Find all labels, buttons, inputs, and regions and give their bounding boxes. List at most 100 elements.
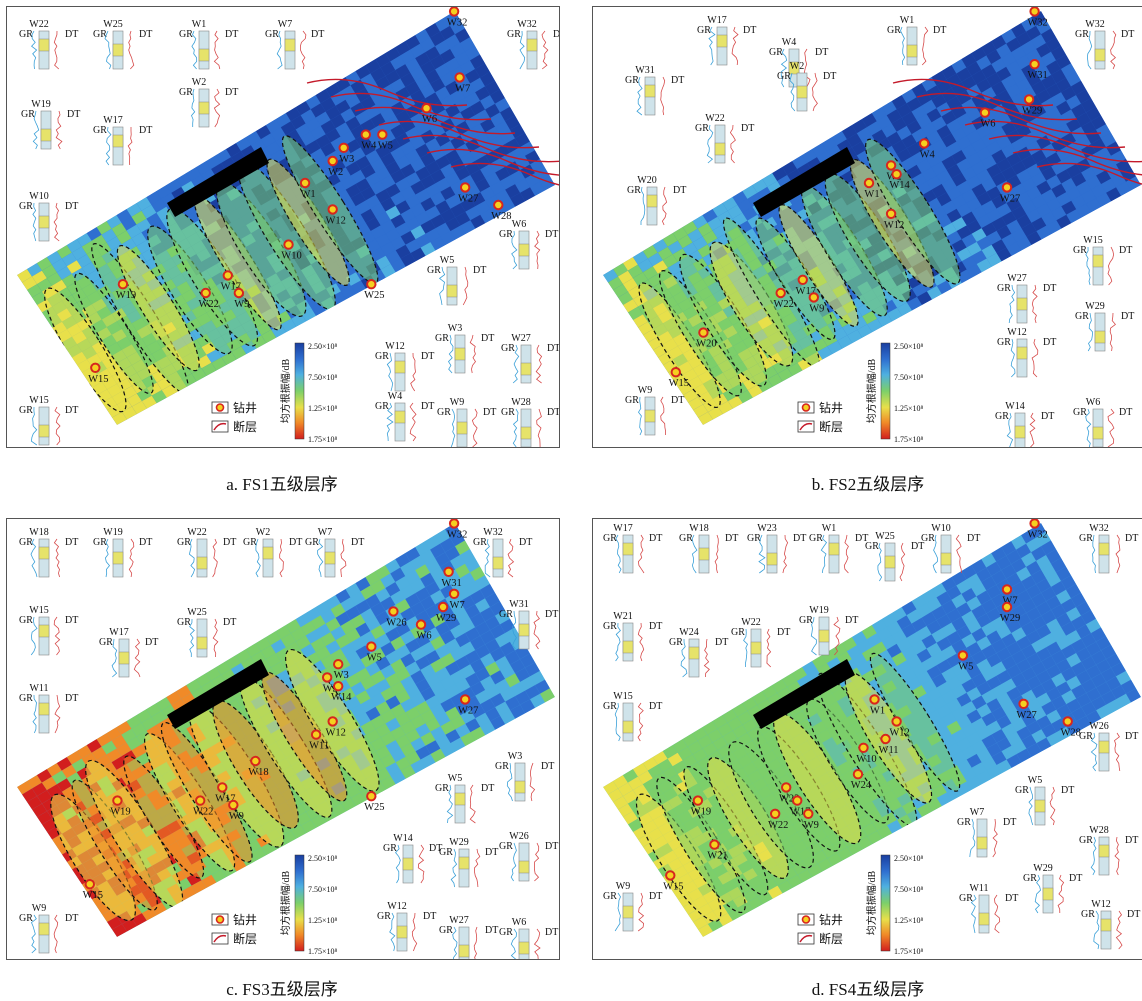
well-marker: W17 [796,274,816,297]
well-marker: W6 [979,107,996,130]
dt-curve [473,848,481,888]
dt-curve [462,266,469,306]
log-well-label: W18 [689,523,708,534]
log-well-label: W31 [635,65,654,76]
gr-curve [104,538,111,578]
well-icon [1029,7,1040,17]
well-label: W32 [447,529,467,540]
well-icon [891,716,902,727]
well-marker: W7 [454,72,470,94]
well-icon [665,870,676,881]
sand-interval [458,856,470,870]
dt-curve [1107,246,1115,286]
sand-interval [622,720,634,734]
well-icon [443,566,454,577]
well-marker: W22 [768,808,788,831]
log-well-label: W7 [318,527,332,538]
legend-fault-label: 断层 [233,419,257,434]
log-well-label: W28 [511,397,530,408]
log-dt-label: DT [1061,785,1074,796]
log-dt-label: DT [225,29,238,40]
dt-curve [533,842,540,882]
sand-interval [394,410,406,424]
dt-curve [843,534,849,574]
colorbar-tick-label: 1.25×10⁸ [308,404,338,413]
well-label: W19 [691,807,711,818]
well-marker: W29 [1022,94,1042,116]
well-icon [112,795,123,806]
log-dt-label: DT [223,537,236,548]
log-gr-label: GR [21,109,35,120]
log-well-label: W22 [705,113,724,124]
gr-curve [191,30,198,70]
well-label: W9 [804,820,819,831]
dt-curve [1029,412,1036,447]
well-icon [808,292,820,303]
log-well-label: W1 [822,523,836,534]
well-icon [448,588,460,600]
log-dt-label: DT [671,75,684,86]
log-gr-label: GR [997,283,1011,294]
dt-curve [637,534,645,574]
sand-interval [1098,844,1110,858]
gr-curve [386,402,394,442]
log-well-label: W25 [187,607,206,618]
gr-curve [638,396,643,436]
dt-curve [213,88,221,128]
well-label: W29 [436,613,456,624]
dt-curve [541,30,549,70]
log-well-label: W9 [450,397,464,408]
well-icon [880,733,891,745]
log-dt-label: DT [777,627,790,638]
log-gr-label: GR [437,407,451,418]
log-well-label: W22 [29,19,48,30]
dt-curve [804,48,811,88]
dt-curve [660,396,666,435]
log-dt-label: DT [65,693,78,704]
sand-interval [520,362,532,376]
dt-curve [55,110,63,150]
log-dt-label: DT [673,185,686,196]
dt-curve [133,638,141,678]
log-gr-label: GR [177,617,191,628]
log-gr-label: GR [93,125,107,136]
well-marker: W11 [309,729,329,752]
sand-interval [198,48,210,62]
well-icon [200,287,211,299]
log-well-label: W14 [393,833,412,844]
fault-line [892,78,1054,107]
well-label: W9 [809,303,824,314]
dt-curve [53,914,59,954]
log-well-label: W5 [1028,775,1042,786]
gr-curve [1086,30,1093,70]
log-dt-label: DT [967,533,980,544]
no-data-area [753,659,855,729]
sand-interval [644,84,656,98]
sand-interval [1094,48,1106,62]
amplitude-map [603,11,1141,425]
log-gr-label: GR [625,395,639,406]
log-dt-label: DT [823,71,836,82]
log-gr-label: GR [1079,835,1093,846]
dt-curve [1114,836,1120,876]
well-icon [891,169,902,180]
log-dt-label: DT [1119,245,1132,256]
well-marker: W6 [415,619,432,642]
gr-curve [706,124,714,164]
well-marker: W29 [1000,601,1020,624]
well-marker: W28 [1061,716,1081,738]
log-gr-label: GR [1073,245,1087,256]
log-well-label: W15 [1083,235,1102,246]
sand-interval [828,542,840,556]
channel-outline [865,138,961,285]
log-well-label: W17 [103,115,122,126]
gr-curve [1093,910,1100,950]
log-gr-label: GR [625,75,639,86]
